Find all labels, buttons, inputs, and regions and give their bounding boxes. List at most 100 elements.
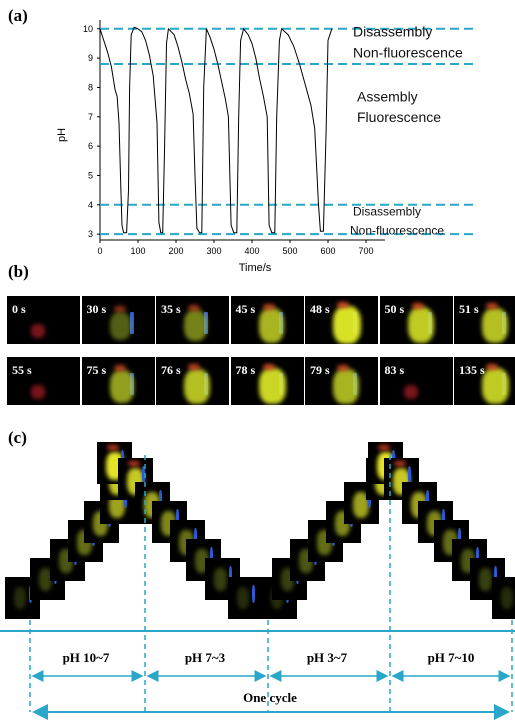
chart-annotation: Assembly [357, 88, 418, 104]
frame-time-label: 51 s [459, 302, 479, 316]
fluorescent-body [14, 587, 27, 610]
blue-rod [142, 466, 145, 484]
red-cap [394, 461, 406, 466]
y-tick-label: 7 [88, 112, 93, 122]
fluorescent-body [333, 369, 359, 404]
frame-time-label: 0 s [12, 302, 26, 316]
frame-time-label: 135 s [459, 363, 485, 377]
blue-rod [229, 566, 232, 584]
frame-time-label: 30 s [86, 302, 107, 316]
blue-rod [159, 490, 162, 508]
fluorescent-body [353, 492, 370, 519]
panel-b-label: (b) [8, 262, 29, 281]
x-axis-label: Time/s [239, 262, 272, 274]
panel-a-label: (a) [8, 6, 28, 25]
panel-c-label: (c) [8, 428, 27, 447]
range-label-3: pH 3~7 [306, 650, 348, 665]
fluorescent-body [258, 367, 286, 405]
staircase-frame [492, 577, 515, 619]
chart-annotation: Non-fluorescence [353, 44, 463, 60]
fluorescent-body [109, 369, 134, 403]
frame-time-label: 79 s [310, 363, 330, 377]
blue-rod [458, 528, 461, 546]
red-cap [113, 365, 126, 372]
y-tick-label: 9 [88, 53, 93, 63]
chart-annotation: Disassembly [353, 24, 432, 40]
fluorescent-body [184, 368, 210, 404]
cycle-label: One cycle [243, 690, 297, 705]
blue-rod [210, 547, 213, 565]
frames-row-2: 55 s 75 s 76 s 78 s 79 s 83 s 135 s [7, 357, 515, 407]
red-cap [337, 364, 349, 371]
blue-rod [194, 528, 197, 546]
fluorescent-body [184, 310, 207, 341]
red-cap [128, 461, 140, 466]
frame-time-label: 78 s [235, 363, 256, 377]
video-frame: 45 s [230, 296, 304, 344]
fluorescent-body [479, 568, 493, 592]
video-frame: 30 s [81, 296, 155, 344]
blue-rod [476, 547, 479, 565]
y-tick-label: 10 [83, 24, 93, 34]
fluorescent-body [407, 307, 434, 344]
video-frame: 135 s [454, 357, 515, 405]
y-tick-label: 8 [88, 82, 93, 92]
blue-rod [252, 585, 255, 603]
blue-rod [408, 466, 411, 484]
chart-axes [99, 20, 385, 241]
video-frame: 51 s [454, 296, 515, 344]
fluorescent-body [482, 307, 508, 343]
fluorescent-body [39, 568, 53, 592]
x-tick-label: 600 [320, 246, 335, 256]
x-tick-label: 400 [244, 246, 259, 256]
blue-rod [494, 566, 497, 584]
x-tick-label: 500 [282, 246, 297, 256]
video-frame: 76 s [156, 357, 229, 405]
red-cap [378, 445, 390, 450]
red-spot [31, 385, 45, 399]
blue-rod [129, 312, 134, 334]
frame-time-label: 50 s [384, 302, 405, 316]
ph-curve [99, 26, 333, 234]
video-frame: 79 s [305, 357, 378, 405]
chart-annotation: Disassembly [353, 205, 421, 219]
range-label-2: pH 7~3 [184, 650, 226, 665]
y-tick-label: 4 [88, 200, 93, 210]
fluorescent-body [258, 308, 284, 343]
fluorescent-body [501, 587, 514, 610]
x-tick-label: 300 [206, 246, 221, 256]
range-label-4: pH 7~10 [427, 650, 475, 665]
frame-time-label: 48 s [310, 302, 330, 316]
fluorescent-body [482, 368, 509, 405]
red-cap [262, 303, 275, 310]
frame-time-label: 83 s [384, 363, 405, 377]
x-tick-label: 200 [168, 246, 183, 256]
frame-time-label: 76 s [161, 363, 181, 377]
red-spot [403, 385, 418, 399]
blue-rod [442, 509, 445, 527]
fluorescent-body [109, 311, 131, 340]
video-frame: 50 s [379, 296, 453, 344]
y-tick-label: 5 [88, 170, 93, 180]
red-spot [31, 324, 45, 338]
video-frame: 83 s [379, 357, 453, 405]
video-frame: 35 s [156, 296, 229, 344]
staircase-frame [228, 577, 263, 619]
chart-annotation: Fluorescence [357, 109, 441, 125]
range-label-1: pH 10~7 [62, 650, 110, 665]
frame-time-label: 35 s [161, 302, 181, 316]
video-frame: 0 s [7, 296, 80, 344]
frame-time-label: 45 s [235, 302, 256, 316]
frame-time-label: 55 s [12, 363, 32, 377]
x-tick-label: 0 [97, 246, 102, 256]
x-tick-label: 700 [358, 246, 373, 256]
x-tick-label: 100 [130, 246, 145, 256]
red-cap [486, 303, 498, 310]
chart-annotation: Non-fluorescence [350, 224, 444, 238]
fluorescent-body [237, 587, 250, 610]
red-cap [188, 305, 200, 311]
y-tick-label: 3 [88, 229, 93, 239]
red-cap [337, 302, 349, 309]
red-cap [262, 363, 275, 370]
video-frame: 48 s [305, 296, 378, 344]
